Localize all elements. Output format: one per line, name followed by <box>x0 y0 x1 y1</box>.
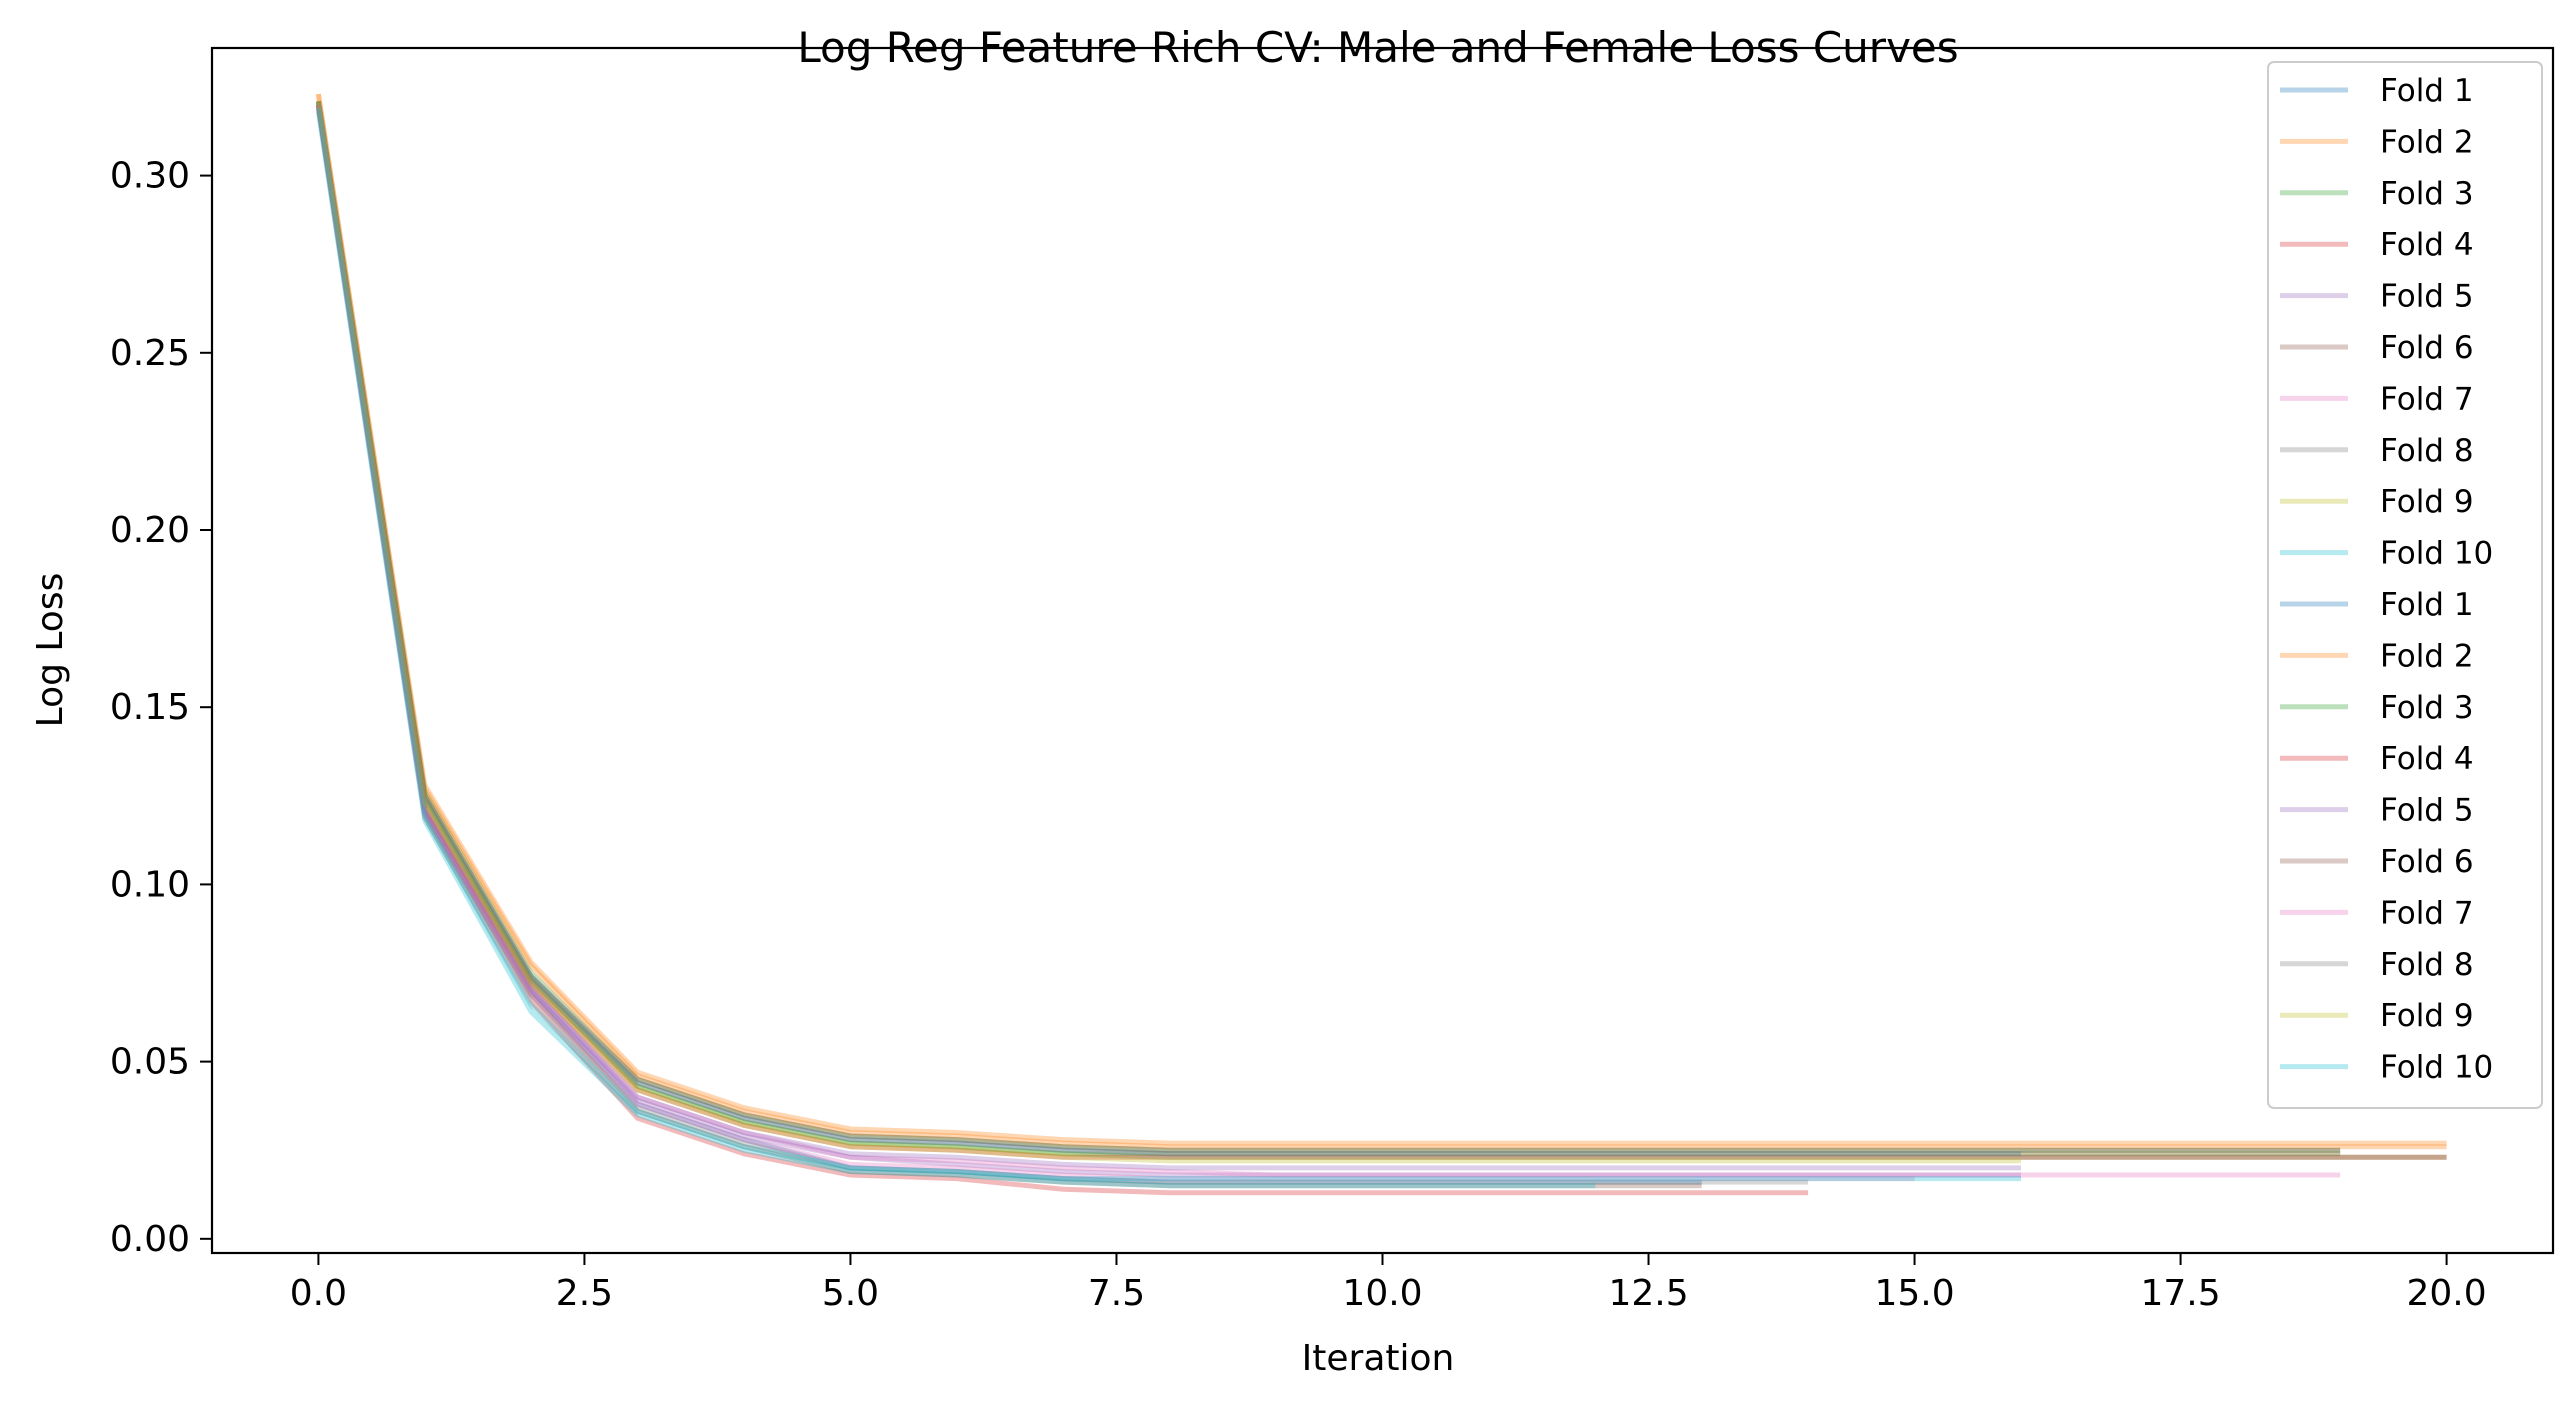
legend-label: Fold 8 <box>2380 433 2474 469</box>
x-tick-label: 15.0 <box>1874 1273 1954 1314</box>
y-tick-label: 0.30 <box>110 156 190 197</box>
legend-label: Fold 6 <box>2380 330 2474 366</box>
x-tick-label: 0.0 <box>290 1273 347 1314</box>
y-tick-label: 0.15 <box>110 687 190 728</box>
y-axis-label: Log Loss <box>30 573 71 728</box>
series-line-5 <box>315 104 2021 1178</box>
x-tick-label: 5.0 <box>822 1273 879 1314</box>
series-line-4 <box>315 107 1809 1196</box>
legend-label: Fold 8 <box>2380 947 2474 983</box>
legend-label: Fold 4 <box>2380 741 2474 777</box>
legend-label: Fold 6 <box>2380 844 2474 880</box>
legend-label: Fold 10 <box>2380 1050 2493 1086</box>
series-line-6 <box>315 104 1702 1189</box>
series-line-17 <box>315 104 1915 1182</box>
y-tick-label: 0.00 <box>110 1219 190 1260</box>
legend-label: Fold 7 <box>2380 381 2474 417</box>
x-tick-label: 20.0 <box>2407 1273 2487 1314</box>
legend-label: Fold 2 <box>2380 638 2474 674</box>
series-line-12 <box>315 93 2447 1150</box>
legend-label: Fold 4 <box>2380 227 2474 263</box>
x-tick-label: 7.5 <box>1088 1273 1145 1314</box>
y-tick-label: 0.10 <box>110 864 190 905</box>
series-line-11 <box>315 100 2021 1157</box>
series-line-9 <box>315 100 2341 1157</box>
legend-label: Fold 10 <box>2380 536 2493 572</box>
series-line-1 <box>315 104 1702 1185</box>
series-line-10 <box>315 111 1596 1189</box>
legend-label: Fold 1 <box>2380 73 2474 109</box>
legend-label: Fold 1 <box>2380 587 2474 623</box>
x-tick-label: 12.5 <box>1608 1273 1688 1314</box>
legend-label: Fold 7 <box>2380 895 2474 931</box>
legend-label: Fold 5 <box>2380 793 2474 829</box>
series-line-7 <box>315 104 2341 1178</box>
series-line-15 <box>315 104 2021 1171</box>
series-line-3 <box>315 100 2341 1153</box>
x-tick-label: 17.5 <box>2140 1273 2220 1314</box>
series-line-16 <box>315 100 2341 1153</box>
x-tick-label: 10.0 <box>1342 1273 1422 1314</box>
series-line-20 <box>315 107 2021 1182</box>
series-line-13 <box>315 100 2447 1160</box>
legend-label: Fold 9 <box>2380 484 2474 520</box>
legend: Fold 1 Fold 2 Fold 3 Fold 4 Fold 5 Fold 6 Fold… <box>2267 61 2543 1109</box>
series-line-14 <box>315 104 2447 1160</box>
legend-label: Fold 2 <box>2380 124 2474 160</box>
legend-label: Fold 9 <box>2380 998 2474 1034</box>
x-tick-label: 2.5 <box>556 1273 613 1314</box>
series-line-8 <box>315 104 1809 1185</box>
y-tick-label: 0.05 <box>110 1042 190 1083</box>
series-lines <box>315 93 2447 1196</box>
x-axis: 0.0 2.5 5.0 7.5 10.0 12.5 15.0 17.5 20.0 <box>290 1253 2487 1314</box>
x-axis-label: Iteration <box>1302 1338 1455 1379</box>
series-line-18 <box>315 100 2341 1157</box>
y-tick-label: 0.25 <box>110 333 190 374</box>
legend-label: Fold 3 <box>2380 176 2474 212</box>
legend-label: Fold 3 <box>2380 690 2474 726</box>
series-line-2 <box>315 93 2447 1146</box>
y-tick-label: 0.20 <box>110 510 190 551</box>
legend-box <box>2267 61 2543 1109</box>
legend-label: Fold 5 <box>2380 279 2474 315</box>
y-axis: 0.00 0.05 0.10 0.15 0.20 0.25 0.30 <box>110 156 212 1260</box>
series-line-19 <box>315 100 2021 1164</box>
